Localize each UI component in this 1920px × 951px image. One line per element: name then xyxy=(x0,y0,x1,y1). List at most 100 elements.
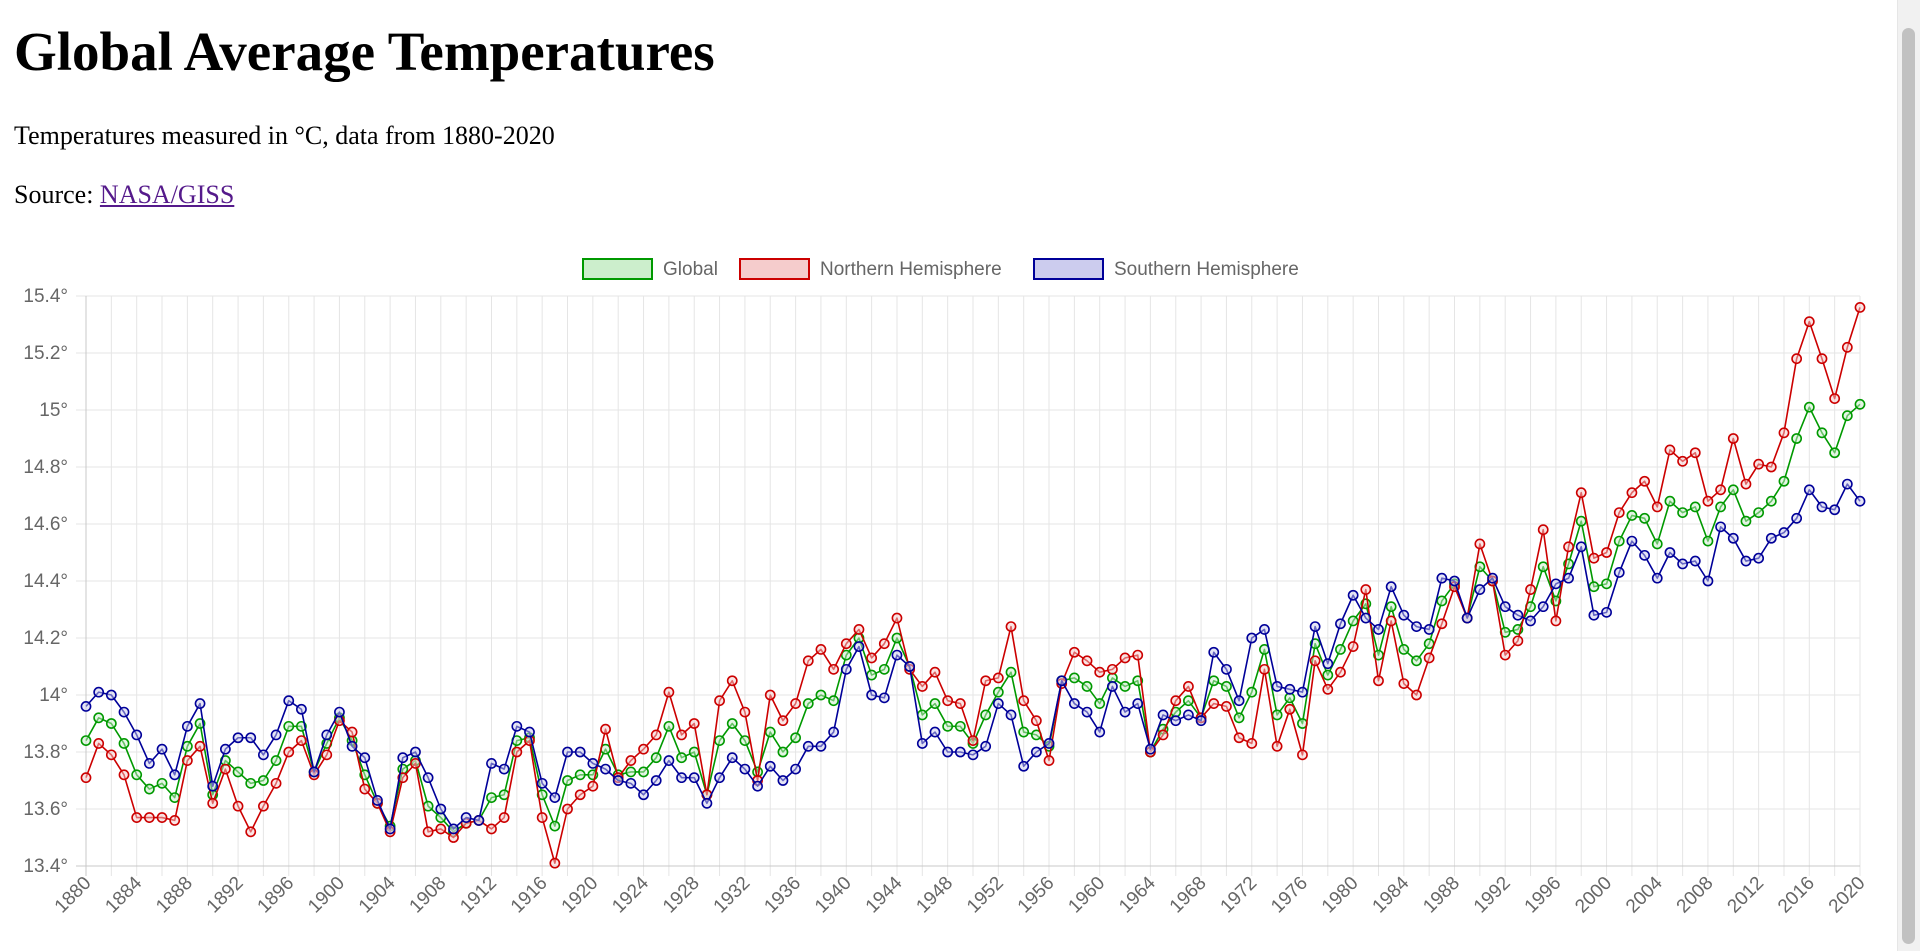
southern-hemisphere-point xyxy=(549,792,561,803)
northern-hemisphere-point xyxy=(257,800,269,812)
northern-hemisphere-point xyxy=(1791,353,1803,365)
global-point xyxy=(118,738,130,749)
global-point xyxy=(1233,712,1245,724)
global-point xyxy=(1588,581,1600,593)
southern-hemisphere-point xyxy=(435,803,447,815)
x-tick-label: 1972 xyxy=(1217,873,1262,918)
y-tick-label: 15.2° xyxy=(23,343,68,364)
southern-hemisphere-point xyxy=(942,746,954,758)
northern-hemisphere-point xyxy=(866,652,878,664)
global-point xyxy=(1765,495,1777,507)
global-point xyxy=(1221,681,1232,692)
northern-hemisphere-point xyxy=(562,803,573,815)
southern-hemisphere-point xyxy=(372,795,383,806)
x-tick-label: 1952 xyxy=(963,873,1008,918)
southern-hemisphere-point xyxy=(1601,606,1612,618)
global-point xyxy=(169,792,181,803)
southern-hemisphere-point xyxy=(967,749,979,761)
northern-hemisphere-point xyxy=(1271,740,1283,752)
northern-hemisphere-point xyxy=(1335,666,1346,678)
southern-hemisphere-point xyxy=(1119,706,1131,718)
global-point xyxy=(1411,655,1422,667)
southern-hemisphere-point xyxy=(638,789,649,801)
x-tick-label: 1940 xyxy=(811,873,856,918)
scrollbar-thumb[interactable] xyxy=(1902,28,1915,944)
northern-hemisphere-point xyxy=(536,812,548,823)
global-point xyxy=(245,777,257,789)
southern-hemisphere-point xyxy=(1347,589,1359,601)
global-point xyxy=(726,718,738,729)
northern-hemisphere-point xyxy=(790,698,801,709)
source-link[interactable]: NASA/GISS xyxy=(99,180,235,209)
southern-hemisphere-point xyxy=(1677,558,1688,570)
x-tick-label: 1968 xyxy=(1166,873,1211,918)
northern-hemisphere-point xyxy=(511,746,523,758)
southern-hemisphere-point xyxy=(93,686,105,698)
southern-hemisphere-point xyxy=(1854,495,1866,507)
northern-hemisphere-point xyxy=(232,800,244,812)
southern-hemisphere-point xyxy=(181,720,193,732)
vertical-scrollbar[interactable] xyxy=(1897,0,1920,951)
global-point xyxy=(1373,649,1384,661)
northern-hemisphere-point xyxy=(600,723,611,735)
x-tick-label: 1912 xyxy=(456,873,501,918)
southern-hemisphere-point xyxy=(840,663,852,675)
southern-hemisphere-point xyxy=(1018,760,1030,772)
southern-hemisphere-point xyxy=(1398,609,1410,621)
northern-hemisphere-point xyxy=(638,743,649,755)
northern-hemisphere-point xyxy=(967,735,979,746)
global-point xyxy=(878,663,890,675)
global-point xyxy=(992,686,1004,698)
northern-hemisphere-point xyxy=(1550,615,1562,627)
southern-hemisphere-point xyxy=(524,726,535,738)
southern-hemisphere-point xyxy=(422,772,434,784)
global-point xyxy=(1727,484,1739,496)
northern-hemisphere-point xyxy=(1601,547,1612,558)
global-point xyxy=(1436,595,1448,607)
global-point xyxy=(1385,601,1397,613)
global-point xyxy=(1005,666,1017,678)
global-point xyxy=(929,698,941,709)
northern-hemisphere-point xyxy=(1170,695,1182,707)
southern-hemisphere-point xyxy=(1778,527,1790,538)
x-tick-label: 1960 xyxy=(1065,873,1110,918)
southern-hemisphere-point xyxy=(1829,504,1841,516)
northern-hemisphere-point xyxy=(1385,615,1397,627)
northern-hemisphere-point xyxy=(1373,675,1384,687)
northern-hemisphere-point xyxy=(143,812,155,823)
global-point xyxy=(93,712,105,724)
southern-hemisphere-point xyxy=(663,755,675,766)
northern-hemisphere-point xyxy=(1499,649,1511,661)
southern-hemisphere-point xyxy=(1537,601,1549,613)
southern-hemisphere-point xyxy=(1132,698,1144,709)
southern-hemisphere-point xyxy=(1284,683,1296,695)
x-tick-label: 1884 xyxy=(101,872,146,917)
northern-hemisphere-point xyxy=(245,826,257,838)
northern-hemisphere-point xyxy=(80,772,92,784)
northern-hemisphere-point xyxy=(1043,755,1055,766)
global-point xyxy=(1423,638,1435,650)
northern-hemisphere-point xyxy=(802,655,814,667)
global-point xyxy=(866,669,878,681)
southern-hemisphere-point xyxy=(916,738,928,749)
northern-hemisphere-point xyxy=(1753,458,1765,470)
global-point xyxy=(1183,695,1194,707)
southern-hemisphere-point xyxy=(802,740,814,752)
global-point xyxy=(663,720,675,732)
northern-hemisphere-point xyxy=(663,686,675,698)
global-point xyxy=(257,775,269,786)
southern-hemisphere-point xyxy=(1841,478,1853,490)
global-point xyxy=(1271,709,1283,721)
southern-hemisphere-point xyxy=(1056,675,1068,687)
global-point xyxy=(181,740,193,752)
southern-hemisphere-point xyxy=(1651,572,1663,584)
northern-hemisphere-point xyxy=(219,763,231,775)
northern-hemisphere-point xyxy=(1715,484,1727,496)
northern-hemisphere-point xyxy=(1208,698,1220,709)
northern-hemisphere-point xyxy=(1778,427,1790,439)
x-tick-label: 1976 xyxy=(1267,873,1312,918)
northern-hemisphere-point xyxy=(422,826,434,838)
southern-hemisphere-point xyxy=(1765,532,1777,544)
global-point xyxy=(1791,433,1803,444)
southern-hemisphere-point xyxy=(853,641,865,652)
